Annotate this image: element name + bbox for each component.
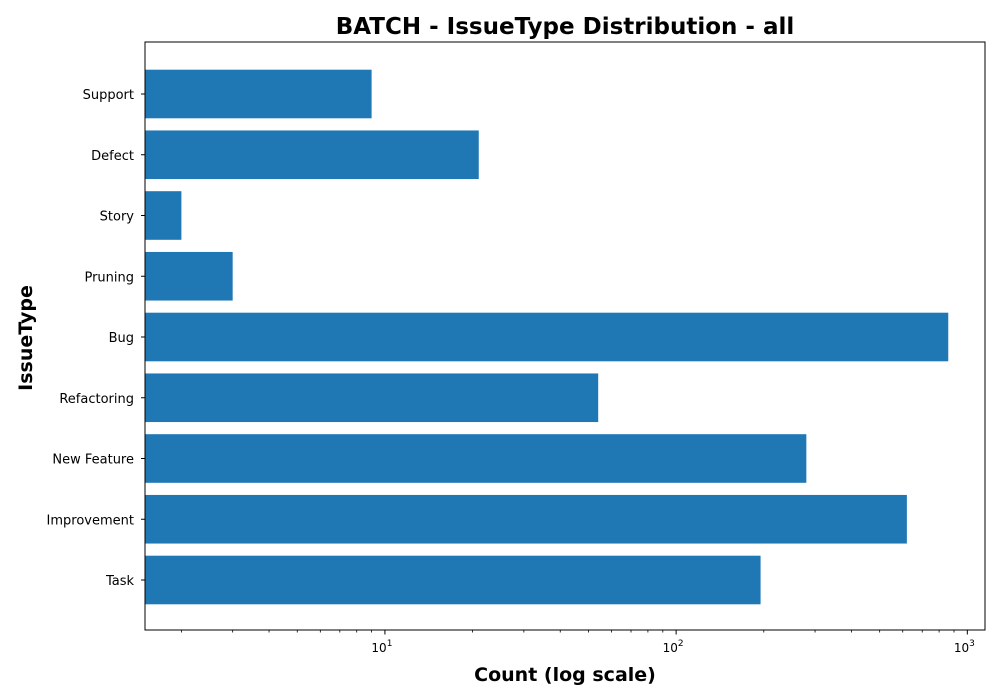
y-axis-ticks: Task Improvement New Feature Refactoring Bug…: [47, 88, 145, 589]
y-tick-label-task: Task: [105, 574, 135, 589]
bar-support: [145, 69, 372, 119]
y-tick-label-story: Story: [100, 210, 135, 225]
x-axis-label: Count (log scale): [474, 664, 656, 686]
bar-pruning: [145, 251, 233, 301]
bar-refactoring: [145, 373, 599, 423]
y-tick-label-support: Support: [83, 88, 134, 103]
bars-group: [145, 69, 949, 605]
bar-task: [145, 555, 761, 605]
x-tick-label-100: 102: [663, 639, 684, 655]
y-tick-label-pruning: Pruning: [84, 270, 134, 285]
bar-bug: [145, 312, 949, 362]
y-tick-label-refactoring: Refactoring: [59, 392, 134, 407]
bar-story: [145, 191, 182, 240]
y-tick-label-defect: Defect: [91, 149, 134, 164]
bar-new-feature: [145, 434, 807, 483]
y-axis-label: IssueType: [15, 285, 37, 391]
bar-improvement: [145, 494, 907, 544]
x-tick-label-10: 101: [371, 639, 392, 655]
chart-title: BATCH - IssueType Distribution - all: [336, 14, 794, 40]
y-tick-label-bug: Bug: [109, 331, 134, 346]
bar-defect: [145, 130, 479, 180]
y-tick-label-improvement: Improvement: [47, 513, 134, 528]
y-tick-label-new-feature: New Feature: [52, 453, 134, 468]
x-axis-ticks: 101 102 103: [180, 630, 975, 655]
x-tick-label-1000: 103: [954, 639, 975, 655]
plot-frame: [144, 41, 986, 631]
